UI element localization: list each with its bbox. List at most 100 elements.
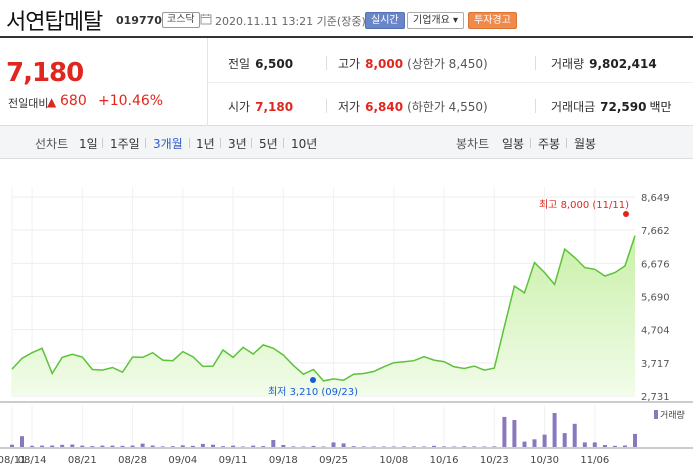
- realtime-button[interactable]: 실시간: [365, 12, 405, 29]
- low-price: 저가 6,840 (하한가 4,550): [338, 100, 488, 114]
- y-tick-label: 7,662: [641, 226, 670, 237]
- volume-bar: [562, 433, 567, 447]
- volume-bar: [532, 439, 537, 447]
- volume-bar: [472, 446, 477, 447]
- quote-datetime: 2020.11.11 13:21 기준(장중): [215, 15, 366, 28]
- volume-bar: [90, 446, 95, 447]
- volume-bar: [623, 445, 627, 447]
- volume-bar: [281, 445, 286, 447]
- volume: 거래량 9,802,414: [551, 57, 657, 71]
- tab-monthly[interactable]: 월봉: [574, 137, 597, 151]
- volume-bar: [582, 442, 587, 447]
- volume-bar: [110, 445, 115, 447]
- volume-bar: [271, 440, 276, 447]
- volume-bar: [512, 420, 517, 447]
- market-badge: 코스닥: [162, 12, 200, 28]
- volume-bar: [592, 442, 597, 447]
- volume-bar: [120, 445, 125, 447]
- tab-3-months[interactable]: 3개월: [153, 137, 183, 151]
- volume-bar: [401, 446, 406, 447]
- high-marker: [623, 211, 629, 217]
- volume-bar: [522, 441, 527, 447]
- volume-bar: [10, 444, 14, 447]
- volume-bar: [30, 445, 35, 447]
- volume-bar: [160, 446, 165, 447]
- tab-weekly[interactable]: 주봉: [538, 137, 561, 151]
- investment-warning-button[interactable]: 투자경고: [468, 12, 517, 29]
- x-tick-label: 09/11: [219, 455, 248, 466]
- x-tick-label: 09/25: [319, 455, 348, 466]
- trade-amount: 거래대금 72,590 백만: [551, 100, 672, 114]
- prev-close: 전일 6,500: [228, 57, 294, 71]
- volume-bar: [552, 413, 557, 447]
- tab-5-years[interactable]: 5년: [259, 137, 278, 151]
- volume-bar: [432, 445, 436, 447]
- stock-code: 019770: [116, 14, 162, 27]
- volume-bar: [40, 445, 45, 447]
- x-tick-label: 10/16: [430, 455, 459, 466]
- volume-bar: [80, 445, 85, 447]
- price-panel: 7,180 전일대비 ▲ 680 +10.46%: [0, 38, 208, 126]
- calendar-icon: [200, 14, 212, 25]
- volume-bar: [150, 445, 155, 447]
- volume-bar: [482, 446, 487, 447]
- x-tick-label: 10/30: [530, 455, 559, 466]
- period-selector: 선차트 1일 1주일 3개월 1년 3년 5년 10년 봉차트 일봉 주봉 월봉: [0, 126, 693, 159]
- change-label: 전일대비: [8, 97, 49, 110]
- price-line: [11, 235, 636, 382]
- tab-10-years[interactable]: 10년: [291, 137, 318, 151]
- volume-bar: [100, 445, 105, 447]
- tab-3-years[interactable]: 3년: [228, 137, 247, 151]
- x-tick-label: 10/23: [480, 455, 509, 466]
- low-annotation: 최저 3,210 (09/23): [268, 386, 358, 398]
- stock-name: 서연탑메탈: [6, 10, 103, 35]
- line-chart-label: 선차트: [35, 137, 69, 151]
- volume-bar: [50, 445, 55, 447]
- x-tick-label: 09/04: [168, 455, 197, 466]
- volume-bar: [241, 446, 246, 447]
- y-tick-label: 5,690: [641, 293, 670, 304]
- volume-bar: [140, 443, 145, 447]
- volume-bar: [502, 416, 507, 447]
- y-tick-label: 8,649: [641, 193, 670, 204]
- x-tick-label: 08/21: [68, 455, 97, 466]
- tab-daily[interactable]: 일봉: [502, 137, 525, 151]
- volume-bar: [170, 446, 175, 447]
- volume-bar: [130, 445, 135, 447]
- quote-summary: 7,180 전일대비 ▲ 680 +10.46% 전일 6,500 고가 8,000…: [0, 38, 693, 126]
- volume-bar: [341, 443, 346, 447]
- up-arrow-icon: ▲: [47, 95, 57, 109]
- volume-bar: [391, 446, 396, 447]
- x-tick-label: 11/06: [580, 455, 609, 466]
- volume-bar: [60, 444, 65, 447]
- volume-bar: [602, 445, 607, 447]
- x-tick-label: 09/18: [269, 455, 298, 466]
- tab-1-week[interactable]: 1주일: [110, 137, 140, 151]
- volume-bar: [612, 445, 617, 447]
- price-area: [12, 235, 635, 396]
- x-tick-label: 10/08: [379, 455, 408, 466]
- low-marker: [310, 377, 316, 383]
- volume-bar: [361, 446, 366, 447]
- x-tick-label: 08/11: [0, 455, 26, 466]
- price-chart: 8,649 7,662 6,676 5,690 4,704 3,717 2,731 08/11…: [0, 187, 693, 466]
- volume-bar: [221, 446, 225, 447]
- volume-bar: [301, 446, 306, 447]
- volume-bar: [542, 434, 547, 447]
- tab-1-day[interactable]: 1일: [79, 137, 98, 151]
- volume-bar: [411, 446, 416, 447]
- x-tick-label: 08/28: [118, 455, 147, 466]
- volume-bar: [251, 445, 256, 447]
- y-tick-label: 6,676: [641, 259, 670, 270]
- stock-header: 서연탑메탈 019770 코스닥 2020.11.11 13:21 기준(장중)…: [0, 0, 693, 38]
- open-price: 시가 7,180: [228, 100, 294, 114]
- volume-bar: [572, 423, 577, 447]
- volume-bar: [442, 446, 447, 447]
- company-overview-button[interactable]: 기업개요 ▾: [407, 12, 464, 29]
- volume-bar: [321, 446, 326, 447]
- change-value: 680: [60, 93, 87, 109]
- volume-bar: [422, 446, 426, 447]
- volume-bar: [492, 446, 497, 447]
- tab-1-year[interactable]: 1년: [196, 137, 215, 151]
- volume-bar: [70, 444, 75, 447]
